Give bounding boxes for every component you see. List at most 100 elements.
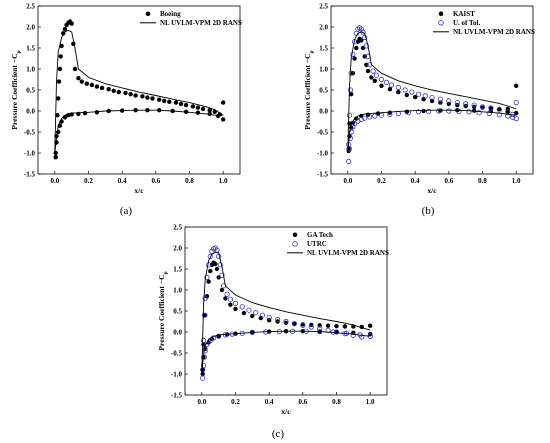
data-point-boeing (69, 21, 74, 26)
y-tick-label: 1.5 (26, 44, 35, 52)
series-line-lower (347, 109, 517, 154)
data-point-ga-tech (241, 310, 247, 316)
legend-entry: UTRC (292, 240, 327, 248)
data-point-boeing (221, 100, 226, 105)
data-point-kaist (471, 104, 477, 110)
x-tick-label: 0.6 (298, 398, 307, 406)
y-tick-label: -1.5 (24, 170, 36, 178)
data-point-boeing (82, 110, 88, 116)
x-tick-label: 0.6 (151, 177, 160, 185)
y-axis-label: Pressure Coefficient −Cp (157, 271, 169, 350)
x-tick-label: 0.2 (84, 177, 93, 185)
x-tick-label: 0.4 (411, 177, 420, 185)
data-point-u-of-tol- (415, 109, 422, 115)
y-tick-label: 2.0 (173, 244, 182, 252)
plot-area (53, 19, 226, 160)
data-point-utrc (259, 312, 265, 318)
legend-entry: NL UVLM-VPM 2D RANS (433, 28, 535, 36)
y-axis-label: Pressure Coefficient −Cp (10, 50, 22, 129)
data-point-ga-tech (228, 302, 233, 307)
data-point-utrc (232, 300, 239, 306)
data-point-boeing (57, 66, 63, 72)
legend-label: KAIST (453, 10, 475, 18)
data-point-boeing (167, 99, 172, 105)
data-point-kaist (404, 92, 409, 98)
data-point-u-of-tol- (351, 121, 358, 127)
y-tick-label: -0.5 (171, 349, 183, 357)
data-point-u-of-tol- (456, 108, 462, 115)
data-point-boeing (72, 66, 78, 72)
data-point-boeing (94, 110, 100, 115)
data-point-utrc (266, 314, 272, 320)
data-point-ga-tech (213, 261, 218, 267)
data-point-utrc (317, 325, 323, 332)
y-tick-label: 0.5 (319, 86, 328, 94)
data-point-boeing (56, 79, 62, 84)
data-point-utrc (202, 348, 208, 354)
y-tick-label: 2.5 (26, 2, 35, 10)
chart-panel-3: -1.5 -1.0 -0.5 0.0 0.5 1.0 1.5 2.0 2.5 0.0 0.2 0.4 0… (157, 223, 389, 440)
data-point-u-of-tol- (348, 70, 354, 76)
x-tick-label: 1.0 (219, 177, 228, 185)
legend-label: NL UVLM-VPM 2D RANS (160, 19, 242, 27)
data-point-u-of-tol- (436, 108, 442, 114)
data-point-u-of-tol- (347, 87, 353, 93)
legend-label: UTRC (307, 240, 327, 248)
data-point-boeing (58, 54, 63, 59)
data-point-u-of-tol- (367, 114, 373, 120)
data-point-u-of-tol- (463, 101, 469, 107)
y-tick-label: 0.0 (26, 107, 35, 115)
data-point-u-of-tol- (446, 98, 452, 104)
data-point-u-of-tol- (496, 112, 502, 118)
plot-area (200, 245, 373, 381)
data-point-kaist (359, 38, 364, 43)
data-point-utrc (274, 316, 281, 322)
data-point-utrc (201, 312, 207, 318)
legend-swatch (292, 232, 298, 238)
y-tick-label: -0.5 (317, 128, 329, 136)
y-tick-label: 1.0 (319, 65, 328, 73)
data-point-utrc (253, 310, 259, 316)
series-line-upper (347, 31, 517, 154)
data-point-u-of-tol- (348, 129, 354, 135)
y-tick-label: 2.0 (26, 23, 35, 31)
data-point-boeing (99, 85, 105, 91)
data-point-u-of-tol- (388, 82, 395, 88)
data-point-u-of-tol- (346, 146, 353, 152)
data-point-kaist (514, 83, 519, 89)
data-point-boeing (178, 101, 184, 107)
data-point-boeing (207, 108, 212, 113)
y-tick-label: 2.5 (173, 223, 182, 231)
legend-swatch (438, 20, 444, 26)
data-point-kaist (354, 116, 359, 121)
data-point-boeing (190, 104, 196, 109)
y-tick-label: 1.5 (319, 44, 328, 52)
series-line-upper (54, 29, 224, 154)
data-point-utrc (207, 253, 213, 259)
data-point-utrc (283, 318, 289, 325)
data-point-ga-tech (208, 268, 213, 274)
x-tick-label: 0.0 (197, 398, 206, 406)
y-tick-label: -1.5 (171, 391, 183, 399)
data-point-utrc (219, 272, 225, 278)
x-axis-label: x/c (281, 407, 291, 416)
data-point-u-of-tol- (425, 108, 432, 115)
data-point-u-of-tol- (378, 112, 385, 118)
data-point-kaist (413, 94, 418, 100)
legend-entry: Boeing (145, 10, 181, 18)
data-point-utrc (217, 262, 223, 268)
data-point-u-of-tol- (437, 96, 443, 102)
y-tick-label: -1.0 (317, 149, 329, 157)
series-line-upper (201, 251, 371, 375)
data-point-kaist (365, 68, 371, 74)
legend-swatch (438, 11, 444, 17)
data-point-ga-tech (283, 320, 289, 325)
data-point-utrc (300, 322, 306, 328)
x-tick-label: 0.4 (118, 177, 127, 185)
data-point-u-of-tol- (409, 89, 415, 95)
data-point-utrc (204, 274, 210, 280)
data-point-kaist (505, 109, 510, 115)
data-point-boeing (162, 98, 167, 104)
data-point-u-of-tol- (346, 112, 353, 118)
